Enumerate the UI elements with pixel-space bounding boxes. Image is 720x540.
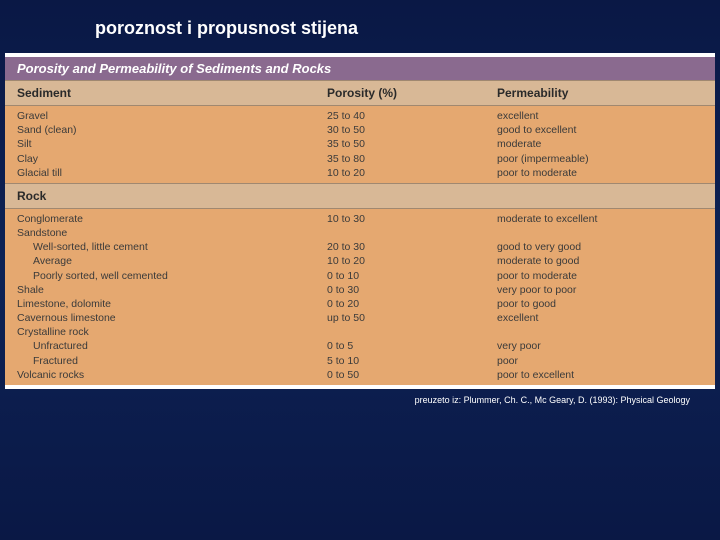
- column-headers: Sediment Porosity (%) Permeability: [5, 80, 715, 106]
- cell-permeability: poor to excellent: [485, 368, 705, 382]
- cell-name: Volcanic rocks: [5, 368, 315, 382]
- table-row: Glacial till10 to 20poor to moderate: [5, 166, 715, 180]
- cell-porosity: 10 to 20: [315, 166, 485, 180]
- table-row: Sand (clean)30 to 50good to excellent: [5, 123, 715, 137]
- cell-permeability: [485, 325, 705, 339]
- table-row: Gravel25 to 40excellent: [5, 109, 715, 123]
- citation: preuzeto iz: Plummer, Ch. C., Mc Geary, …: [0, 389, 720, 405]
- cell-permeability: moderate to good: [485, 254, 705, 268]
- cell-name: Sand (clean): [5, 123, 315, 137]
- table-row: Conglomerate10 to 30moderate to excellen…: [5, 212, 715, 226]
- cell-permeability: poor to moderate: [485, 269, 705, 283]
- cell-porosity: 0 to 10: [315, 269, 485, 283]
- cell-permeability: poor: [485, 354, 705, 368]
- table-container: Porosity and Permeability of Sediments a…: [5, 53, 715, 389]
- cell-permeability: poor to good: [485, 297, 705, 311]
- table-row: Crystalline rock: [5, 325, 715, 339]
- cell-porosity: [315, 226, 485, 240]
- cell-porosity: 10 to 30: [315, 212, 485, 226]
- cell-porosity: 25 to 40: [315, 109, 485, 123]
- cell-name: Limestone, dolomite: [5, 297, 315, 311]
- data-section: Conglomerate10 to 30moderate to excellen…: [5, 209, 715, 385]
- cell-porosity: 0 to 30: [315, 283, 485, 297]
- cell-porosity: 20 to 30: [315, 240, 485, 254]
- table-row: Clay35 to 80poor (impermeable): [5, 152, 715, 166]
- cell-permeability: excellent: [485, 109, 705, 123]
- cell-name: Unfractured: [5, 339, 315, 353]
- cell-porosity: 0 to 5: [315, 339, 485, 353]
- col-header-porosity: Porosity (%): [315, 81, 485, 105]
- cell-permeability: excellent: [485, 311, 705, 325]
- cell-name: Gravel: [5, 109, 315, 123]
- cell-permeability: poor (impermeable): [485, 152, 705, 166]
- slide-title: poroznost i propusnost stijena: [0, 0, 720, 53]
- table-row: Average10 to 20moderate to good: [5, 254, 715, 268]
- cell-name: Silt: [5, 137, 315, 151]
- cell-permeability: very poor to poor: [485, 283, 705, 297]
- cell-porosity: 30 to 50: [315, 123, 485, 137]
- cell-porosity: 35 to 80: [315, 152, 485, 166]
- cell-porosity: up to 50: [315, 311, 485, 325]
- cell-name: Shale: [5, 283, 315, 297]
- cell-porosity: 5 to 10: [315, 354, 485, 368]
- cell-name: Fractured: [5, 354, 315, 368]
- cell-name: Glacial till: [5, 166, 315, 180]
- table-row: Fractured5 to 10poor: [5, 354, 715, 368]
- table-row: Well-sorted, little cement20 to 30good t…: [5, 240, 715, 254]
- table-row: Poorly sorted, well cemented0 to 10poor …: [5, 269, 715, 283]
- table-row: Volcanic rocks0 to 50poor to excellent: [5, 368, 715, 382]
- cell-name: Sandstone: [5, 226, 315, 240]
- table-row: Silt35 to 50moderate: [5, 137, 715, 151]
- table-row: Cavernous limestoneup to 50excellent: [5, 311, 715, 325]
- cell-permeability: poor to moderate: [485, 166, 705, 180]
- cell-name: Cavernous limestone: [5, 311, 315, 325]
- table-row: Unfractured0 to 5very poor: [5, 339, 715, 353]
- col-header-sediment: Sediment: [5, 81, 315, 105]
- cell-name: Average: [5, 254, 315, 268]
- col-header-permeability: Permeability: [485, 81, 705, 105]
- cell-name: Poorly sorted, well cemented: [5, 269, 315, 283]
- cell-permeability: very poor: [485, 339, 705, 353]
- cell-permeability: good to excellent: [485, 123, 705, 137]
- cell-name: Crystalline rock: [5, 325, 315, 339]
- cell-name: Well-sorted, little cement: [5, 240, 315, 254]
- cell-permeability: moderate to excellent: [485, 212, 705, 226]
- cell-name: Conglomerate: [5, 212, 315, 226]
- cell-permeability: [485, 226, 705, 240]
- cell-permeability: good to very good: [485, 240, 705, 254]
- table-row: Shale0 to 30very poor to poor: [5, 283, 715, 297]
- cell-porosity: 0 to 20: [315, 297, 485, 311]
- table-row: Limestone, dolomite0 to 20poor to good: [5, 297, 715, 311]
- cell-porosity: 35 to 50: [315, 137, 485, 151]
- cell-porosity: [315, 325, 485, 339]
- table-header: Porosity and Permeability of Sediments a…: [5, 57, 715, 80]
- cell-name: Clay: [5, 152, 315, 166]
- cell-porosity: 10 to 20: [315, 254, 485, 268]
- data-section: Gravel25 to 40excellentSand (clean)30 to…: [5, 106, 715, 183]
- table-body: Gravel25 to 40excellentSand (clean)30 to…: [5, 106, 715, 385]
- cell-permeability: moderate: [485, 137, 705, 151]
- section-header: Rock: [5, 183, 715, 209]
- table-row: Sandstone: [5, 226, 715, 240]
- cell-porosity: 0 to 50: [315, 368, 485, 382]
